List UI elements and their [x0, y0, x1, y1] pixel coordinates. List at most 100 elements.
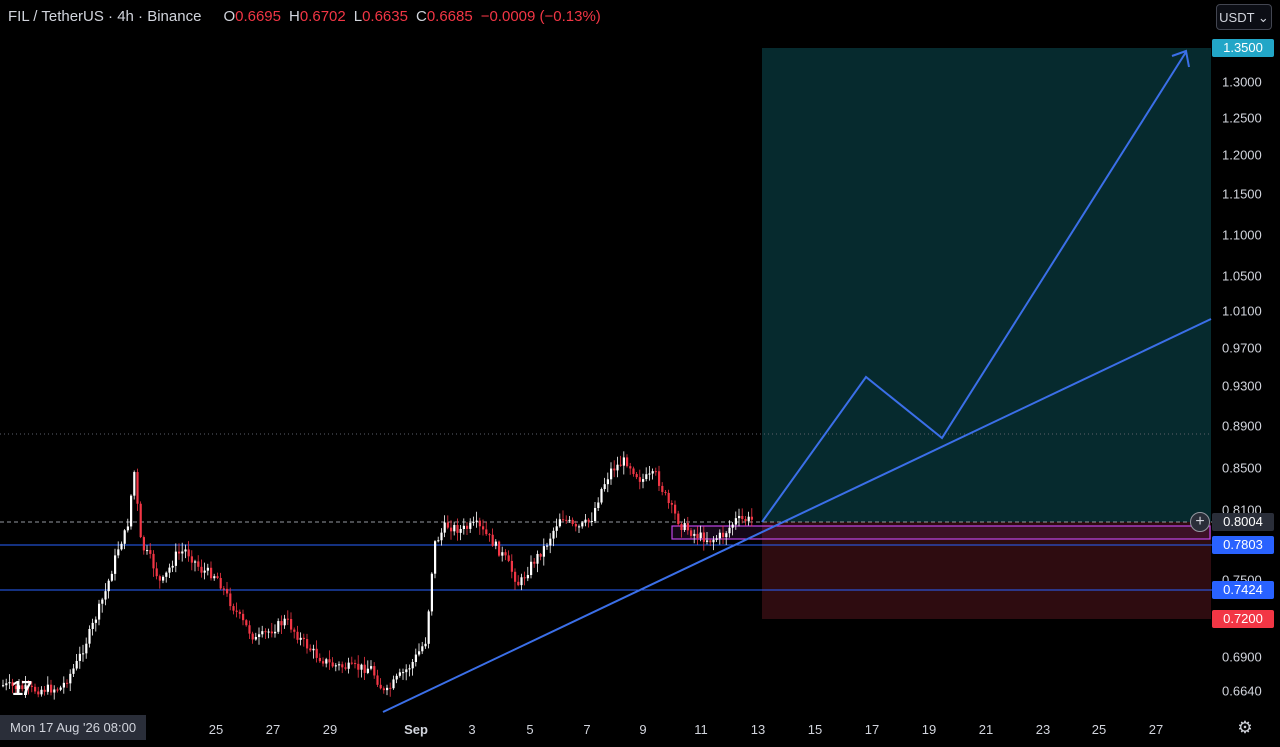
- symbol-title[interactable]: FIL / TetherUS · 4h · Binance: [8, 8, 202, 25]
- time-tick: Sep: [404, 722, 428, 737]
- gear-icon[interactable]: ⚙: [1237, 718, 1253, 737]
- candle-body: [539, 553, 542, 557]
- candle-body: [613, 468, 616, 471]
- candle-body: [686, 523, 689, 531]
- candle-body: [219, 577, 222, 589]
- candle-body: [616, 464, 619, 471]
- candle-body: [296, 631, 299, 640]
- candle-body: [440, 532, 443, 541]
- candle-body: [651, 471, 654, 474]
- candle-body: [251, 633, 254, 640]
- candle-body: [421, 646, 424, 652]
- candle-body: [446, 522, 449, 528]
- candle-body: [555, 526, 558, 531]
- candle-body: [91, 622, 94, 629]
- candle-body: [626, 457, 629, 467]
- candle-body: [674, 504, 677, 514]
- candle-body: [254, 636, 257, 640]
- candle-body: [306, 639, 309, 649]
- candle-body: [226, 588, 229, 594]
- candle-body: [62, 682, 65, 688]
- time-tick: 19: [921, 722, 937, 737]
- candle-body: [658, 471, 661, 486]
- candle-body: [136, 472, 139, 504]
- candle-body: [315, 648, 318, 658]
- projection-path[interactable]: [761, 51, 1187, 523]
- plus-circle-icon[interactable]: +: [1190, 512, 1210, 532]
- candle-body: [88, 628, 91, 644]
- candle-body: [152, 553, 155, 569]
- candle-body: [443, 522, 446, 533]
- candle-body: [53, 689, 56, 693]
- candle-body: [565, 519, 568, 521]
- candle-body: [363, 664, 366, 673]
- price-tick: 1.1500: [1222, 186, 1262, 202]
- price-axis[interactable]: 1.3000 1.2500 1.2000 1.1500 1.1000 1.050…: [1212, 0, 1280, 715]
- candle-body: [379, 684, 382, 689]
- candle-body: [725, 533, 728, 538]
- candle-body: [488, 534, 491, 536]
- candle-body: [165, 572, 168, 577]
- candle-body: [510, 560, 513, 572]
- candle-body: [283, 618, 286, 626]
- candle-body: [731, 524, 734, 528]
- time-tick: 23: [1035, 722, 1051, 737]
- candle-body: [635, 474, 638, 478]
- candle-body: [462, 525, 465, 530]
- candle-body: [40, 689, 43, 695]
- candle-body: [280, 621, 283, 626]
- time-axis[interactable]: Mon 17 Aug '26 08:00 25 27 29 Sep 3 5 7 …: [0, 715, 1212, 747]
- candle-body: [78, 653, 81, 661]
- tradingview-logo[interactable]: 17: [12, 678, 32, 700]
- candle-body: [597, 502, 600, 509]
- time-tick: 13: [750, 722, 766, 737]
- candle-body: [552, 530, 555, 539]
- time-tick: 27: [265, 722, 281, 737]
- candle-body: [248, 625, 251, 634]
- candle-body: [206, 567, 209, 571]
- candle-body: [491, 534, 494, 546]
- candle-body: [322, 661, 325, 664]
- candle-body: [677, 513, 680, 525]
- candle-body: [414, 654, 417, 662]
- price-tick: 1.2000: [1222, 147, 1262, 163]
- candle-body: [14, 686, 17, 690]
- candle-body: [629, 466, 632, 469]
- trendline[interactable]: [382, 318, 1212, 713]
- profit-zone[interactable]: [762, 48, 1211, 522]
- candle-body: [174, 551, 177, 566]
- candle-body: [11, 682, 14, 687]
- candle-body: [744, 519, 747, 522]
- consolidation-box[interactable]: [671, 525, 1211, 540]
- candle-body: [85, 643, 88, 654]
- candle-body: [299, 637, 302, 640]
- candle-body: [258, 634, 261, 637]
- price-tick: 0.9300: [1222, 378, 1262, 394]
- candle-body: [542, 546, 545, 557]
- candle-body: [728, 527, 731, 534]
- time-tick: 11: [694, 722, 708, 737]
- candle-body: [501, 552, 504, 556]
- candle-body: [181, 551, 184, 554]
- candle-body: [456, 525, 459, 533]
- candle-body: [232, 606, 235, 611]
- candle-body: [395, 675, 398, 680]
- candle-body: [402, 672, 405, 674]
- candle-body: [699, 532, 702, 539]
- candle-body: [712, 539, 715, 543]
- time-tick: 29: [322, 722, 338, 737]
- candle-body: [408, 668, 411, 670]
- price-chart[interactable]: [0, 0, 1212, 715]
- candle-body: [155, 568, 158, 577]
- candle-body: [469, 522, 472, 529]
- candle-body: [405, 669, 408, 673]
- candle-body: [430, 573, 433, 612]
- candle-body: [392, 679, 395, 689]
- loss-zone[interactable]: [762, 522, 1211, 619]
- candle-body: [622, 457, 625, 466]
- candle-body: [472, 521, 475, 523]
- candle-body: [37, 691, 40, 695]
- currency-selector[interactable]: USDT ⌄: [1216, 4, 1272, 30]
- projection-arrow-head: [1171, 49, 1190, 68]
